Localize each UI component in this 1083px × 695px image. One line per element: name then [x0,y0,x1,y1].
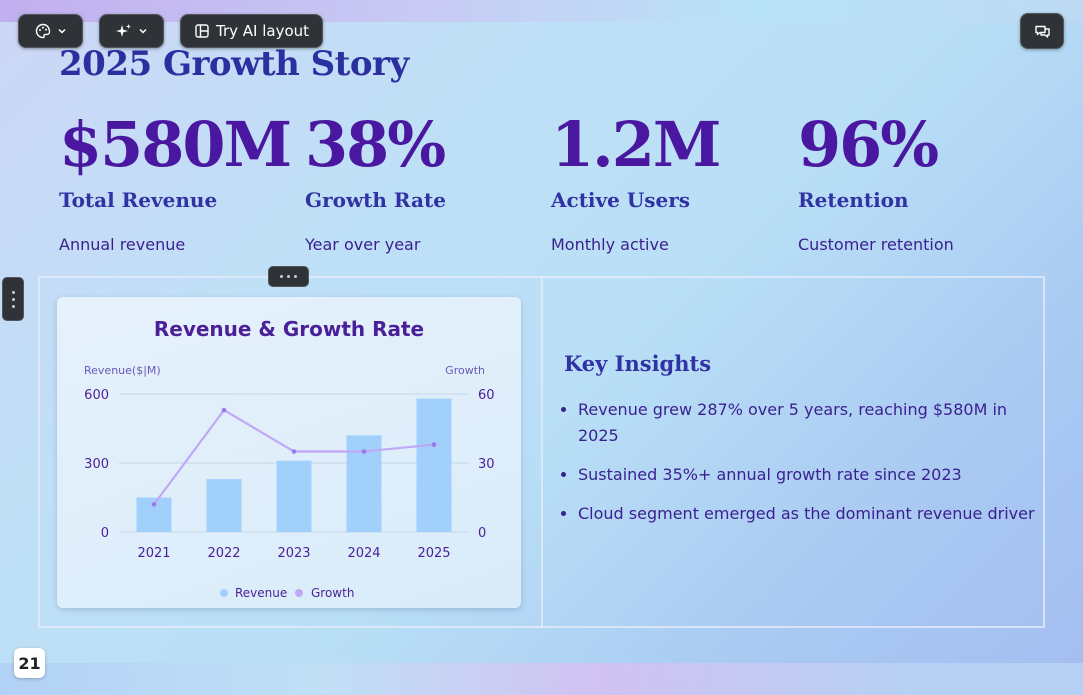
stat-label: Total Revenue [59,188,218,212]
insight-item: Revenue grew 287% over 5 years, reaching… [578,397,1040,449]
y-left-axis-label: Revenue($|M) [84,364,161,377]
bar-revenue [416,398,452,532]
y-left-tick-label: 0 [101,526,109,541]
stat-description: Customer retention [798,235,954,254]
legend-marker-growth [295,589,303,597]
x-tick-label: 2022 [207,546,240,561]
stat-description: Year over year [305,235,421,254]
x-tick-label: 2025 [417,546,450,561]
slide-title[interactable]: 2025 Growth Story [59,44,409,84]
point-growth [151,502,157,507]
y-left-tick-label: 300 [84,457,109,472]
point-growth [431,442,437,447]
stat-value: $580M [59,108,292,181]
stat-value: 38% [305,108,446,181]
try-ai-layout-label: Try AI layout [215,22,310,40]
legend-label-revenue: Revenue [235,586,287,600]
layout-icon [195,24,209,38]
legend-marker-revenue [220,589,228,597]
chart-title: Revenue & Growth Rate [153,317,425,341]
insight-item: Sustained 35%+ annual growth rate since … [578,462,1040,488]
drag-handle-icon[interactable] [268,266,309,287]
column-divider [541,276,543,628]
stat-value: 1.2M [551,108,722,181]
y-right-tick-label: 30 [478,457,495,472]
y-right-axis-label: Growth [445,364,485,377]
stat-description: Monthly active [551,235,669,254]
stat-growth-rate[interactable]: 38% Growth Rate Year over year [305,108,545,254]
x-tick-label: 2021 [137,546,170,561]
chat-button[interactable] [1020,13,1064,49]
chart-card[interactable]: 0 300 600 0 30 60 Revenue($|M) Growth 2021 2022 20… [57,297,521,608]
page-number[interactable]: 21 [14,648,45,678]
bar-revenue [276,460,312,532]
x-tick-label: 2024 [347,546,380,561]
palette-icon [35,23,50,39]
insight-item: Cloud segment emerged as the dominant re… [578,501,1040,527]
chevron-down-icon [57,28,66,34]
sparkles-icon [115,24,131,37]
stat-label: Retention [798,188,909,212]
stat-total-revenue[interactable]: $580M Total Revenue Annual revenue [59,108,299,254]
stat-value: 96% [798,108,939,181]
insights-list[interactable]: Revenue grew 287% over 5 years, reaching… [558,397,1040,540]
stat-label: Growth Rate [305,188,446,212]
chart-svg: 0 300 600 0 30 60 Revenue($|M) Growth 2021 2022 20… [84,364,495,600]
point-growth [221,407,227,413]
insights-title[interactable]: Key Insights [564,351,712,376]
chat-icon [1034,25,1050,38]
x-tick-label: 2023 [277,546,310,561]
stat-label: Active Users [551,188,691,212]
stat-active-users[interactable]: 1.2M Active Users Monthly active [551,108,791,254]
drag-handle-icon[interactable] [2,277,24,321]
y-left-tick-label: 600 [84,388,109,403]
y-right-tick-label: 0 [478,526,486,541]
slide-bottom-gradient [0,663,1083,695]
try-ai-layout-button[interactable]: Try AI layout [180,14,323,48]
stat-description: Annual revenue [59,235,186,254]
legend-label-growth: Growth [311,586,354,600]
point-growth [361,449,367,454]
theme-button[interactable] [18,14,83,48]
bar-revenue [206,479,242,532]
point-growth [291,449,297,454]
chevron-down-icon [138,28,147,34]
stat-retention[interactable]: 96% Retention Customer retention [798,108,1038,254]
ai-options-button[interactable] [99,14,164,48]
y-right-tick-label: 60 [478,388,495,403]
